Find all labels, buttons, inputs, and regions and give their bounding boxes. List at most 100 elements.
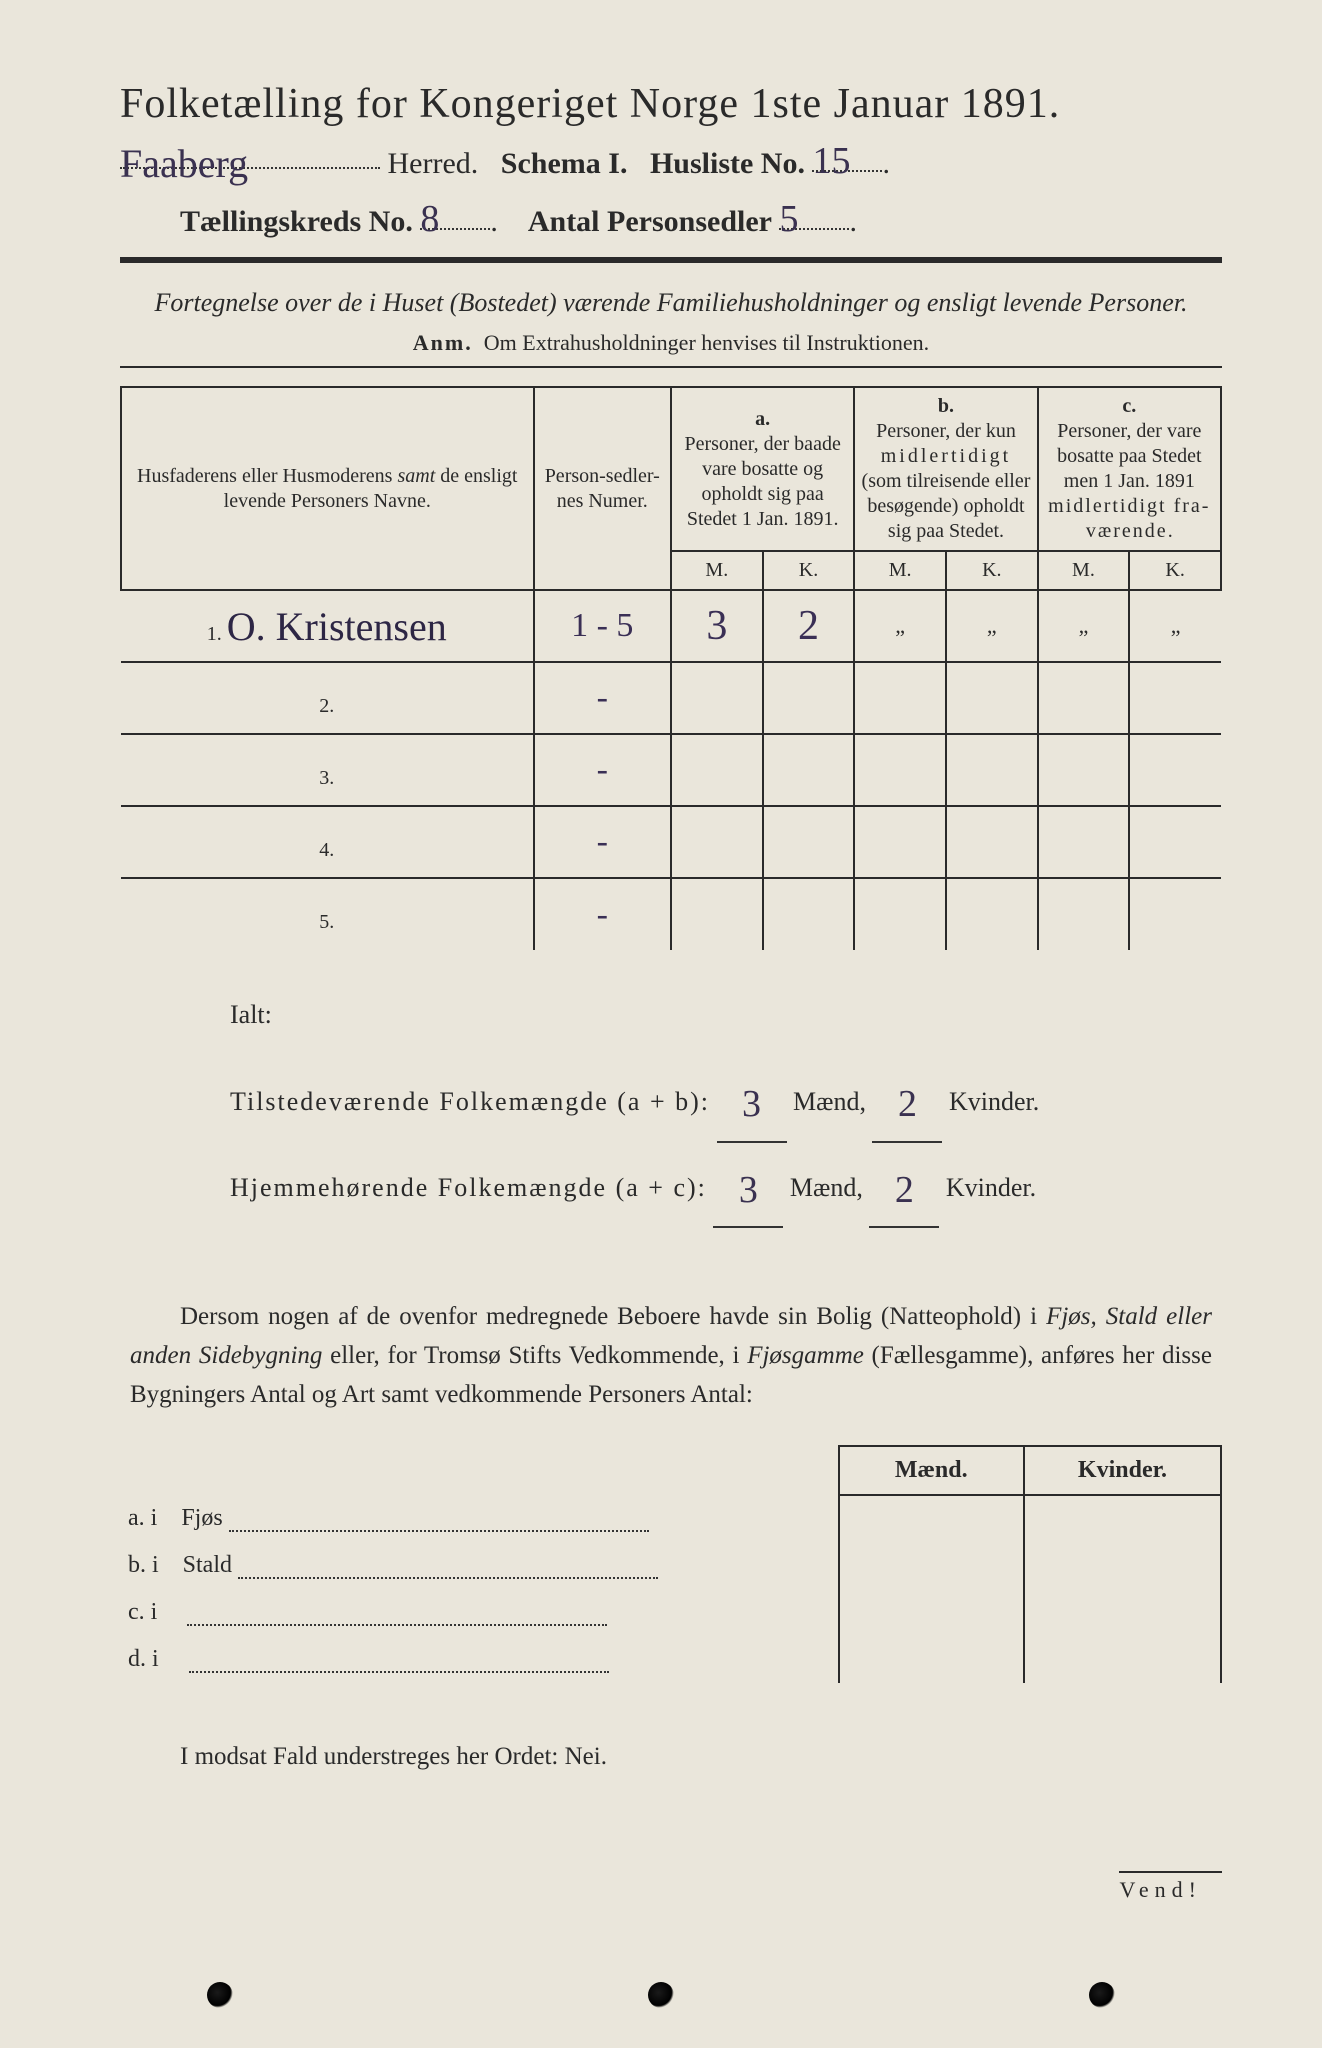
table-row: 4. -: [121, 806, 1221, 878]
row-name-cell: 3.: [121, 734, 534, 806]
kvinder-label-2: Kvinder.: [946, 1173, 1036, 1202]
row-a-k: [763, 806, 855, 878]
table-row: 2. -: [121, 662, 1221, 734]
hole-icon: [207, 1982, 233, 2008]
row-name-cell: 2.: [121, 662, 534, 734]
row-c-m: [1038, 878, 1130, 950]
row-b-k: [946, 806, 1038, 878]
col-names: Husfaderens eller Husmoderens samt de en…: [121, 387, 534, 590]
row-numer: -: [534, 662, 672, 734]
row-b-k: „: [946, 590, 1038, 662]
page-title: Folketælling for Kongeriget Norge 1ste J…: [120, 80, 1222, 128]
row-name-cell: 5.: [121, 878, 534, 950]
subtitle: Fortegnelse over de i Huset (Bostedet) v…: [150, 285, 1192, 320]
paragraph: Dersom nogen af de ovenfor medregnede Be…: [130, 1298, 1212, 1414]
col-b-label: b.: [938, 395, 954, 417]
side-row: a. i Fjøs: [120, 1495, 1221, 1542]
table-row: 1. O. Kristensen1 - 532„„„„: [121, 590, 1221, 662]
side-row-k: [1024, 1495, 1221, 1542]
table-row: 3. -: [121, 734, 1221, 806]
tilstede-m: 3: [742, 1083, 761, 1125]
row-a-m: [671, 662, 763, 734]
row-b-m: [854, 878, 946, 950]
row-c-k: „: [1129, 590, 1221, 662]
hjemme-m-field: 3: [713, 1143, 783, 1229]
row-name-cell: 1. O. Kristensen: [121, 590, 534, 662]
herred-value: Faaberg: [120, 141, 248, 186]
row-b-m: „: [854, 590, 946, 662]
side-row-label: b. i Stald: [120, 1542, 839, 1589]
col-b-k: K.: [946, 551, 1038, 590]
side-kvinder-head: Kvinder.: [1024, 1446, 1221, 1495]
col-c-label: c.: [1122, 395, 1136, 417]
side-row-m: [839, 1542, 1024, 1589]
subtitle-text: Fortegnelse over de i Huset (Bostedet) v…: [154, 288, 1187, 317]
tilstede-m-field: 3: [717, 1057, 787, 1143]
col-b-m: M.: [854, 551, 946, 590]
col-c-text: Personer, der vare bosatte paa Stedet me…: [1048, 420, 1210, 542]
kreds-value: 8: [420, 198, 439, 240]
anm-text: Om Extrahusholdninger henvises til Instr…: [484, 330, 929, 355]
row-a-k: [763, 662, 855, 734]
divider-thin-1: [120, 366, 1222, 368]
divider-thick: [120, 257, 1222, 263]
row-c-m: [1038, 734, 1130, 806]
row-c-k: [1129, 806, 1221, 878]
kreds-label: Tællingskreds No.: [180, 205, 413, 238]
row-b-m: [854, 662, 946, 734]
col-numer-text: Person-sedler-nes Numer.: [545, 465, 660, 512]
herred-field: Faaberg: [120, 136, 380, 169]
row-number: 2.: [319, 695, 334, 717]
row-name-hw: O. Kristensen: [227, 604, 447, 649]
tilstede-k: 2: [898, 1083, 917, 1125]
husliste-value: 15: [812, 140, 850, 182]
row-c-k: [1129, 878, 1221, 950]
tilstede-k-field: 2: [872, 1057, 942, 1143]
side-row-k: [1024, 1542, 1221, 1589]
herred-label: Herred.: [388, 147, 479, 180]
row-c-k: [1129, 734, 1221, 806]
hjemme-label: Hjemmehørende Folkemængde (a + c):: [230, 1173, 707, 1202]
row-a-m: [671, 806, 763, 878]
schema-label: Schema I.: [501, 147, 628, 180]
row-a-k: [763, 734, 855, 806]
tilstede-label: Tilstedeværende Folkemængde (a + b):: [230, 1087, 710, 1116]
hjemme-k: 2: [895, 1169, 914, 1211]
side-row-label: a. i Fjøs: [120, 1495, 839, 1542]
side-row-k: [1024, 1589, 1221, 1636]
row-b-m: [854, 734, 946, 806]
col-a: a. Personer, der baade vare bosatte og o…: [671, 387, 854, 551]
husliste-field: 15: [812, 139, 882, 172]
row-number: 3.: [319, 767, 334, 789]
row-a-m: [671, 878, 763, 950]
row-name-cell: 4.: [121, 806, 534, 878]
main-table: Husfaderens eller Husmoderens samt de en…: [120, 386, 1222, 950]
side-row: b. i Stald: [120, 1542, 1221, 1589]
col-a-label: a.: [755, 408, 770, 430]
row-numer: 1 - 5: [534, 590, 672, 662]
hole-icon: [648, 1982, 674, 2008]
husliste-label: Husliste No.: [650, 147, 805, 180]
header-line-3: Tællingskreds No. 8. Antal Personsedler …: [120, 197, 1222, 239]
row-b-m: [854, 806, 946, 878]
row-number: 5.: [319, 911, 334, 933]
hjemme-line: Hjemmehørende Folkemængde (a + c): 3 Mæn…: [230, 1143, 1222, 1229]
hole-icon: [1089, 1982, 1115, 2008]
antal-field: 5: [779, 197, 849, 230]
anm-line: Anm. Om Extrahusholdninger henvises til …: [120, 330, 1222, 356]
col-names-text: Husfaderens eller Husmoderens samt de en…: [137, 465, 517, 512]
row-c-m: „: [1038, 590, 1130, 662]
row-number: 4.: [319, 839, 334, 861]
col-a-text: Personer, der baade vare bosatte og opho…: [684, 433, 840, 530]
census-form-page: Folketælling for Kongeriget Norge 1ste J…: [0, 0, 1322, 2048]
vend-label: Vend!: [1119, 1871, 1222, 1903]
col-b: b. Personer, der kun midlertidigt (som t…: [854, 387, 1037, 551]
antal-value: 5: [779, 198, 798, 240]
side-table: Mænd. Kvinder. a. i Fjøs b. i Stald c. i…: [120, 1445, 1222, 1683]
row-a-k: 2: [763, 590, 855, 662]
side-row-k: [1024, 1636, 1221, 1683]
col-numer: Person-sedler-nes Numer.: [534, 387, 672, 590]
maend-label-1: Mænd,: [793, 1087, 866, 1116]
side-maend-head: Mænd.: [839, 1446, 1024, 1495]
kvinder-label-1: Kvinder.: [949, 1087, 1039, 1116]
